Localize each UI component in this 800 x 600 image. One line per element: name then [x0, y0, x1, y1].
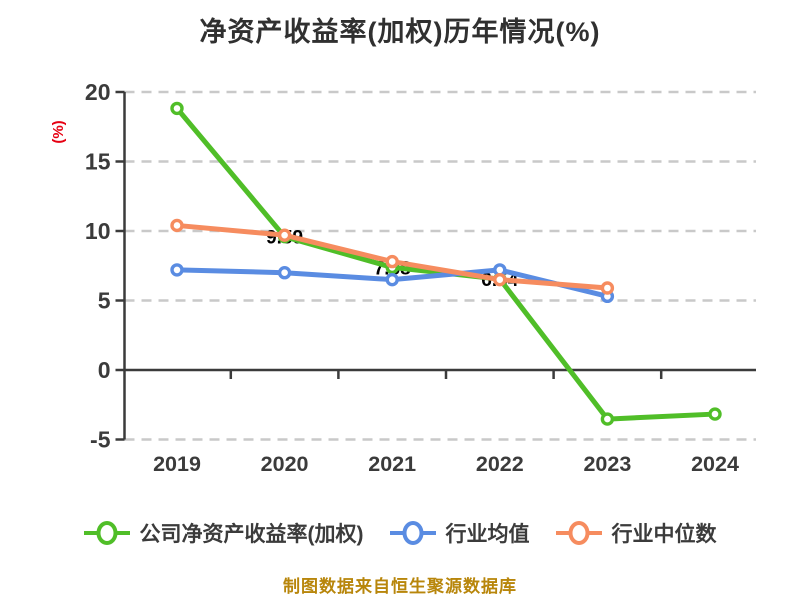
data-point-marker: [385, 272, 399, 287]
industry-median-series-marker-icon: [555, 520, 602, 546]
chart-legend: 公司净资产收益率(加权) 行业均值 行业中位数: [0, 518, 800, 548]
data-point-marker: [277, 266, 292, 280]
data-point-marker: [277, 228, 292, 242]
x-tick-label: 2022: [476, 452, 524, 476]
data-point-marker: [170, 263, 184, 277]
y-tick-label: 0: [98, 357, 111, 383]
y-tick-label: 15: [85, 149, 111, 175]
y-tick-label: 10: [85, 218, 111, 244]
data-point-marker: [385, 254, 399, 269]
y-tick-label: 5: [98, 288, 111, 314]
data-point-marker: [708, 407, 722, 421]
company-series-marker-icon: [83, 520, 130, 546]
chart-title: 净资产收益率(加权)历年情况(%): [199, 17, 601, 47]
data-point-marker: [600, 412, 615, 426]
y-tick-label: 20: [85, 79, 111, 105]
data-point-marker: [170, 218, 184, 233]
x-tick-label: 2023: [583, 452, 631, 476]
x-tick-label: 2019: [153, 452, 201, 476]
y-tick-label: -5: [90, 427, 111, 453]
x-tick-label: 2021: [368, 452, 416, 476]
legend-label-company: 公司净资产收益率(加权): [139, 523, 364, 546]
data-point-marker: [600, 281, 615, 295]
legend-label-industry-median: 行业中位数: [611, 523, 717, 546]
data-source-caption: 制图数据来自恒生聚源数据库: [283, 577, 517, 596]
legend-label-industry-mean: 行业均值: [445, 523, 530, 546]
x-tick-label: 2024: [691, 452, 739, 476]
x-tick-label: 2020: [261, 452, 309, 476]
data-point-marker: [170, 101, 184, 116]
legend-item-company: 公司净资产收益率(加权): [83, 518, 364, 548]
legend-item-industry-median: 行业中位数: [555, 518, 717, 548]
industry-mean-series-marker-icon: [389, 520, 436, 546]
data-point-marker: [493, 272, 507, 287]
legend-item-industry-mean: 行业均值: [389, 518, 530, 548]
